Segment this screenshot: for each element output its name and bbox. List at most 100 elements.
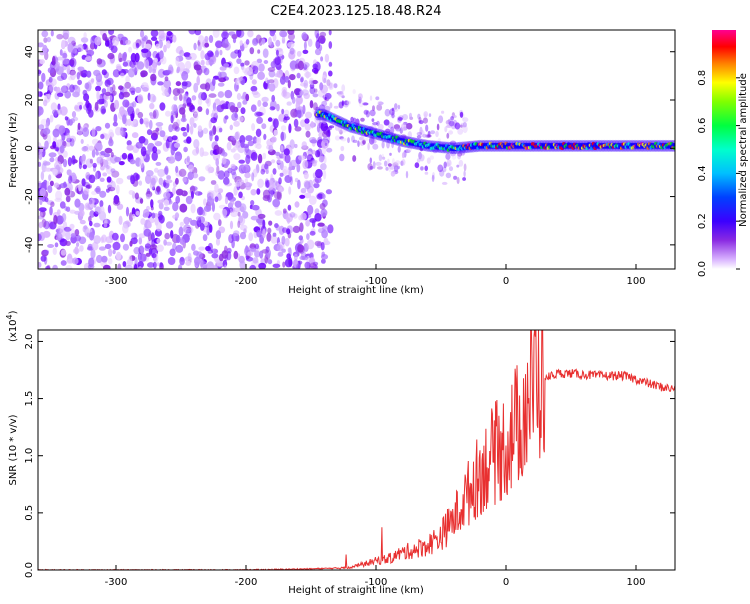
heatmap-cell: [48, 152, 57, 158]
heatmap-cell: [108, 138, 114, 147]
heatmap-cell: [229, 220, 234, 230]
heatmap-cell: [112, 241, 121, 251]
heatmap-cell: [152, 110, 157, 119]
heatmap-cell: [391, 158, 395, 166]
heatmap-cell: [282, 208, 287, 214]
heatmap-cell: [197, 125, 203, 132]
heatmap-cell: [294, 88, 301, 96]
heatmap-cell: [228, 196, 237, 202]
heatmap-cell: [138, 233, 146, 239]
heatmap-cell: [152, 68, 157, 74]
heatmap-cell: [318, 104, 326, 112]
heatmap-cell: [252, 65, 259, 75]
heatmap-cell: [200, 50, 205, 60]
heatmap-cell: [122, 243, 129, 251]
heatmap-cell: [240, 107, 246, 115]
heatmap-cell: [369, 157, 372, 164]
heatmap-cell: [81, 178, 86, 187]
heatmap-cell: [143, 208, 150, 218]
heatmap-cell: [218, 219, 222, 227]
heatmap-cell: [188, 164, 195, 172]
heatmap-cell: [74, 104, 78, 110]
figure-title: C2E4.2023.125.18.48.R24: [270, 4, 441, 19]
heatmap-cell: [255, 128, 262, 137]
heatmap-cell: [100, 105, 106, 115]
heatmap-cell: [145, 59, 150, 69]
x-tick-label: -300: [105, 276, 128, 287]
colorbar-tick-label: 0.2: [697, 213, 708, 229]
heatmap-cell: [125, 39, 131, 45]
heatmap-cell: [43, 161, 51, 166]
heatmap-cell: [150, 30, 159, 38]
heatmap-cell: [296, 263, 301, 269]
heatmap-cell: [119, 106, 125, 115]
heatmap-cell: [74, 85, 81, 96]
heatmap-cell: [122, 91, 130, 98]
heatmap-cell: [149, 180, 156, 190]
heatmap-cell: [128, 255, 133, 264]
heatmap-cell: [304, 71, 312, 78]
heatmap-cell: [150, 73, 157, 82]
heatmap-cell: [55, 61, 61, 69]
colorbar-tick-label: 0.6: [697, 118, 708, 134]
heatmap-cell: [139, 198, 144, 204]
heatmap-cell: [289, 74, 296, 81]
heatmap-cell: [446, 159, 452, 167]
heatmap-cell: [67, 157, 72, 167]
heatmap-cell: [213, 212, 221, 221]
heatmap-cell: [71, 155, 76, 165]
heatmap-cell: [276, 103, 280, 112]
heatmap-cell: [38, 182, 44, 189]
heatmap-cell: [200, 59, 205, 66]
heatmap-cell: [239, 203, 247, 213]
heatmap-cell: [65, 195, 71, 203]
heatmap-cell: [263, 60, 269, 64]
heatmap-cell: [130, 52, 137, 63]
heatmap-cell: [426, 157, 431, 164]
heatmap-cell: [154, 57, 158, 63]
heatmap-cell: [166, 40, 171, 49]
heatmap-cell: [320, 37, 325, 45]
heatmap-cell: [77, 101, 84, 106]
heatmap-cell: [239, 231, 247, 240]
heatmap-cell: [392, 172, 396, 176]
heatmap-cell: [140, 30, 145, 38]
heatmap-cell: [80, 139, 84, 144]
heatmap-cell: [462, 177, 466, 181]
heatmap-cell: [275, 151, 281, 156]
heatmap-cell: [96, 90, 100, 101]
heatmap-cell: [38, 81, 44, 90]
heatmap-cell: [110, 151, 114, 158]
heatmap-cell: [49, 78, 57, 87]
heatmap-cell: [221, 31, 229, 40]
heatmap-cell: [197, 106, 203, 112]
heatmap-cell: [39, 59, 45, 65]
heatmap-cell: [450, 151, 456, 157]
heatmap-cell: [90, 36, 95, 46]
heatmap-cell: [218, 127, 223, 133]
heatmap-cell: [337, 90, 344, 97]
spectrogram-heatmap: [38, 30, 675, 269]
heatmap-cell: [214, 40, 223, 48]
heatmap-cell: [424, 171, 429, 175]
heatmap-cell: [144, 243, 151, 249]
heatmap-cell: [230, 135, 236, 141]
heatmap-cell: [401, 123, 407, 132]
heatmap-cell: [207, 249, 214, 254]
heatmap-cell: [217, 170, 225, 180]
heatmap-cell: [193, 42, 197, 51]
heatmap-cell: [149, 93, 156, 103]
heatmap-cell: [109, 95, 113, 101]
heatmap-cell: [112, 249, 116, 255]
heatmap-cell: [281, 36, 286, 44]
heatmap-cell: [202, 234, 208, 242]
heatmap-cell: [93, 235, 101, 244]
heatmap-cell: [77, 122, 81, 131]
heatmap-cell: [151, 130, 159, 137]
heatmap-cell: [130, 175, 136, 185]
heatmap-cell: [258, 63, 265, 72]
heatmap-cell: [229, 105, 236, 113]
heatmap-cell: [371, 118, 375, 122]
heatmap-cell: [201, 151, 209, 157]
